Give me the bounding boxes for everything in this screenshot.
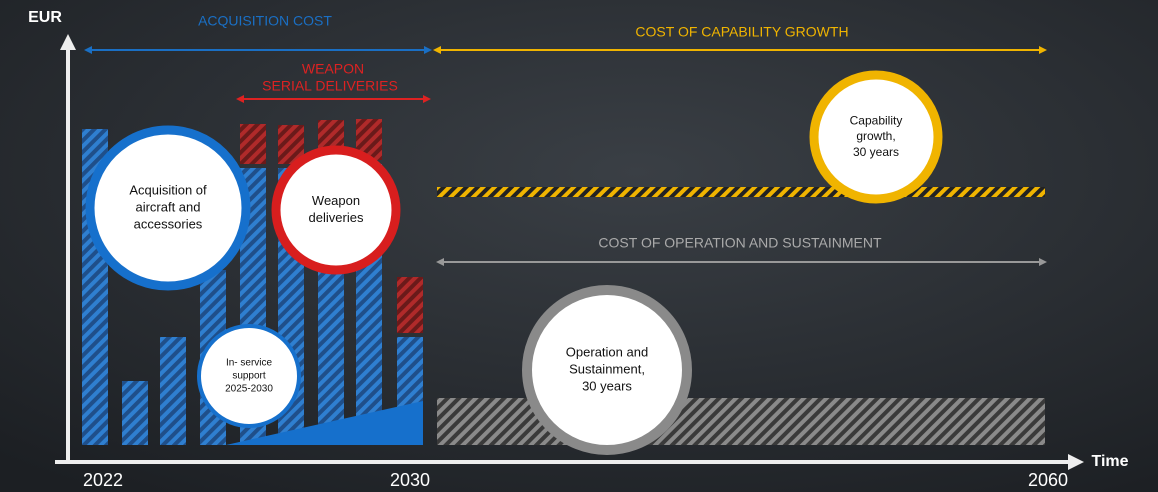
y-label: EUR [28, 9, 62, 26]
span-label: COST OF OPERATION AND SUSTAINMENT [598, 235, 882, 251]
circle-label: deliveries [309, 210, 364, 225]
circle [197, 324, 301, 428]
span-label: ACQUISITION COST [198, 13, 332, 29]
circle-label: In- service [226, 358, 273, 369]
circle-label: Weapon [312, 193, 360, 208]
x-label: Time [1091, 453, 1128, 470]
circle [85, 125, 251, 291]
bar [160, 337, 186, 445]
x-tick-label: 2022 [83, 470, 123, 490]
circle [522, 285, 692, 455]
circle-label: growth, [856, 129, 895, 143]
circle-label: 30 years [582, 378, 632, 393]
circle [271, 145, 401, 275]
capability-band [437, 187, 1045, 197]
x-tick-label: 2030 [390, 470, 430, 490]
span-label: SERIAL DELIVERIES [262, 78, 398, 94]
x-tick-label: 2060 [1028, 470, 1068, 490]
axes [55, 34, 1084, 470]
circle-label: aircraft and [135, 199, 200, 214]
circle-label: Acquisition of [129, 183, 207, 198]
circle-label: Capability [850, 114, 903, 128]
circle-label: Operation and [566, 345, 648, 360]
bar-top [397, 277, 423, 333]
span-label: WEAPON [302, 61, 364, 77]
bar-top [240, 124, 266, 164]
span-label: COST OF CAPABILITY GROWTH [635, 24, 848, 40]
span-arrows [84, 46, 1047, 266]
operation-band [437, 398, 1045, 445]
circle-label: accessories [134, 216, 203, 231]
support-wedge [226, 401, 423, 445]
circle-label: Sustainment, [569, 361, 645, 376]
circle-label: 2025-2030 [225, 384, 273, 395]
circle-label: 30 years [853, 145, 899, 159]
circle [809, 70, 943, 204]
circle-label: support [232, 371, 266, 382]
bar [122, 381, 148, 445]
